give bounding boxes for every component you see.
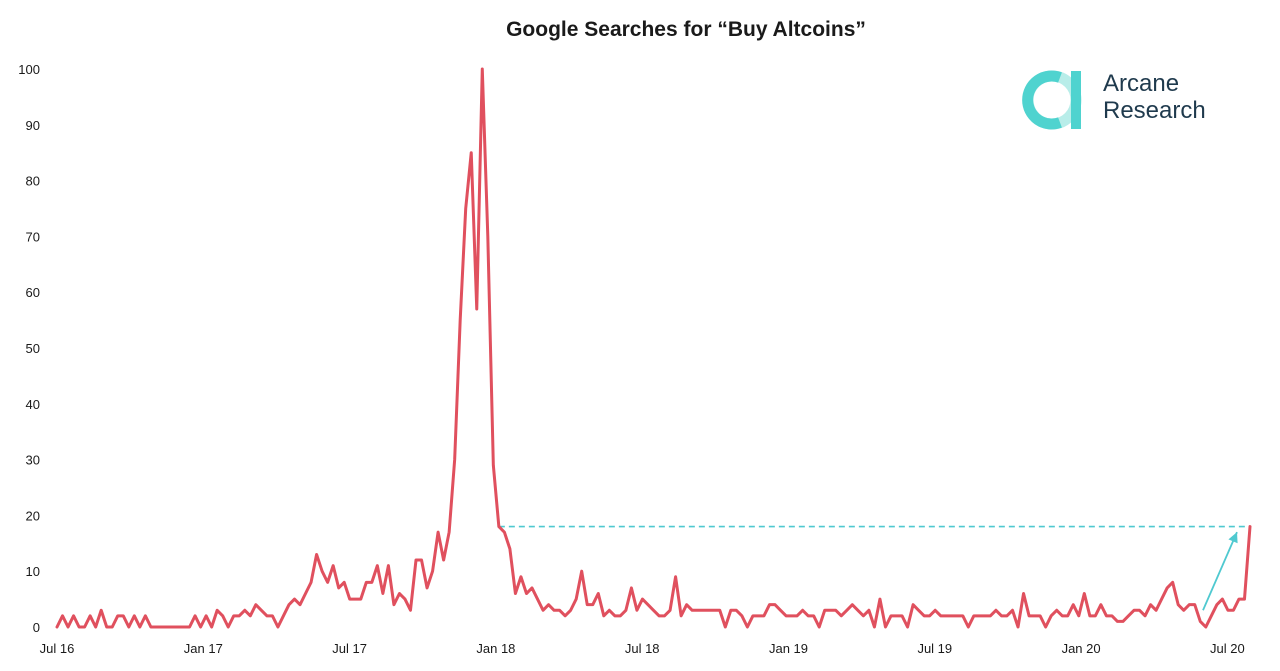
annotation-layer <box>498 525 1250 611</box>
logo-line-2: Research <box>1103 97 1206 124</box>
y-tick-label: 30 <box>26 453 40 468</box>
y-tick-label: 80 <box>26 174 40 189</box>
x-tick-label: Jan 20 <box>1062 641 1101 656</box>
x-tick-label: Jan 18 <box>476 641 515 656</box>
x-tick-label: Jul 19 <box>917 641 952 656</box>
x-tick-label: Jul 17 <box>332 641 367 656</box>
x-axis: Jul 16 Jan 17 Jul 17 Jan 18 Jul 18 Jan 19 Jul … <box>40 641 1245 656</box>
y-tick-label: 90 <box>26 118 40 133</box>
series-layer <box>55 67 1252 629</box>
series-line <box>55 67 1252 629</box>
trend-arrow-line <box>1202 531 1238 611</box>
logo-text: Arcane Research <box>1103 70 1206 124</box>
y-axis: 0 10 20 30 40 50 60 70 80 90 100 <box>18 62 40 635</box>
y-tick-label: 60 <box>26 285 40 300</box>
arcane-research-logo: Arcane Research <box>1022 68 1242 132</box>
y-tick-label: 70 <box>26 229 40 244</box>
x-tick-label: Jan 17 <box>184 641 223 656</box>
x-tick-label: Jul 20 <box>1210 641 1245 656</box>
logo-mark-icon <box>1022 70 1082 130</box>
y-tick-label: 10 <box>26 564 40 579</box>
trend-arrow-head-icon <box>1228 532 1238 544</box>
y-tick-label: 40 <box>26 397 40 412</box>
y-tick-label: 100 <box>18 62 40 77</box>
logo-line-1: Arcane <box>1103 70 1180 97</box>
x-tick-label: Jan 19 <box>769 641 808 656</box>
y-tick-label: 20 <box>26 508 40 523</box>
x-tick-label: Jul 16 <box>40 641 75 656</box>
x-tick-label: Jul 18 <box>625 641 660 656</box>
y-tick-label: 50 <box>26 341 40 356</box>
y-tick-label: 0 <box>33 620 40 635</box>
chart-title: Google Searches for “Buy Altcoins” <box>506 18 866 41</box>
